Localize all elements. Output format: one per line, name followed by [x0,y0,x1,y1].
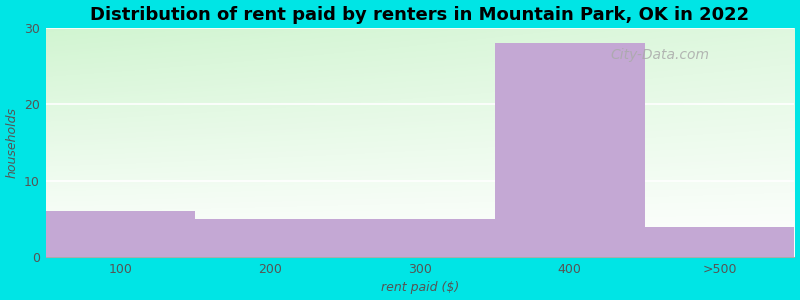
Bar [495,43,645,257]
Bar [46,212,195,257]
Bar [645,227,794,257]
Y-axis label: households: households [6,107,18,178]
Text: City-Data.com: City-Data.com [610,48,709,62]
Bar [195,219,345,257]
X-axis label: rent paid ($): rent paid ($) [381,281,459,294]
Bar [345,219,495,257]
Title: Distribution of rent paid by renters in Mountain Park, OK in 2022: Distribution of rent paid by renters in … [90,6,750,24]
